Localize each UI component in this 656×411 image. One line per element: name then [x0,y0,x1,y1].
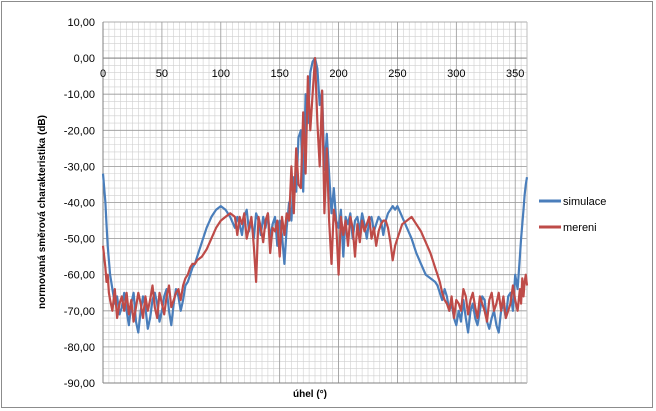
x-tick-label: 150 [270,68,288,80]
tick-labels: 10,00 0,00 -10,00 -20,00 -30,00 -40,00 -50,00 -… [64,17,525,390]
y-axis-title: normovaná směrová charakteristika (dB) [37,115,48,309]
x-tick-label: 50 [156,68,168,80]
y-tick-label: -50,00 [64,234,95,246]
series-line-mereni [101,56,529,323]
x-tick-label: 350 [506,68,524,80]
y-tick-label: -60,00 [64,270,95,282]
legend-label-mereni: mereni [563,222,597,234]
x-tick-label: 100 [212,68,230,80]
y-tick-label: 0,00 [74,53,95,65]
y-tick-label: -20,00 [64,125,95,137]
series-lines [101,56,529,334]
x-axis-title: úhel (°) [293,389,327,400]
y-tick-label: -80,00 [64,342,95,354]
legend: simulace mereni [539,196,606,234]
y-tick-label: -40,00 [64,198,95,210]
y-tick-label: -90,00 [64,378,95,390]
y-tick-label: -70,00 [64,306,95,318]
y-tick-label: 10,00 [67,17,95,29]
legend-label-simulace: simulace [563,196,606,208]
x-tick-label: 250 [388,68,406,80]
x-tick-label: 0 [100,68,106,80]
y-tick-label: -10,00 [64,89,95,101]
x-tick-label: 200 [329,68,347,80]
x-tick-label: 300 [447,68,465,80]
y-tick-label: -30,00 [64,161,95,173]
